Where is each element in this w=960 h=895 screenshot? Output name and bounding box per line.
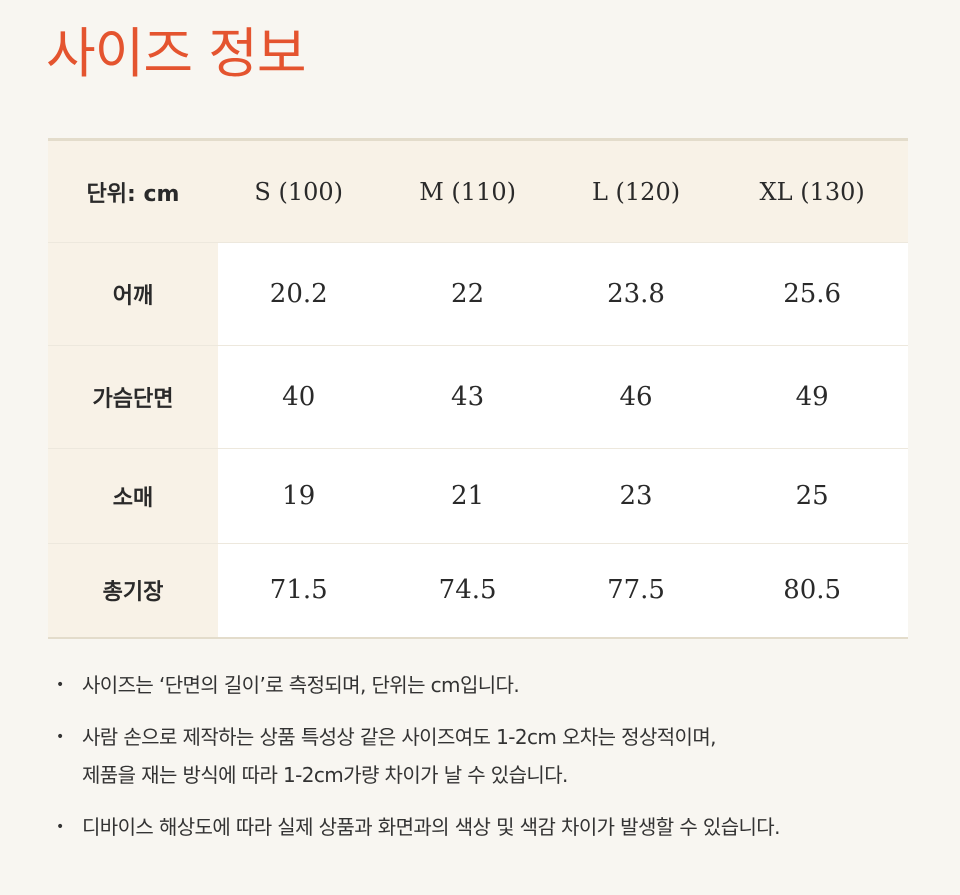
table-cell: 80.5	[716, 543, 908, 638]
table-row: 가슴단면 40 43 46 49	[48, 345, 908, 449]
note-text: 제품을 재는 방식에 따라 1-2cm가량 차이가 날 수 있습니다.	[82, 763, 568, 787]
note-text: 사이즈는 ‘단면의 길이’로 측정되며, 단위는 cm입니다.	[82, 673, 520, 697]
table-cell: 23	[555, 448, 717, 544]
table-cell: 71.5	[218, 543, 380, 638]
note-text: 사람 손으로 제작하는 상품 특성상 같은 사이즈여도 1-2cm 오차는 정상…	[82, 725, 717, 749]
table-cell: 46	[555, 345, 717, 449]
row-label-sleeve: 소매	[48, 448, 218, 544]
size-header-s: S (100)	[254, 177, 344, 206]
table-cell: 21	[379, 448, 556, 544]
unit-header: 단위: cm	[86, 181, 180, 207]
table-cell: 43	[379, 345, 556, 449]
table-cell: 49	[716, 345, 908, 449]
table-cell: 22	[379, 242, 556, 346]
table-header-row: 단위: cm S (100) M (110) L (120) XL (130)	[48, 139, 908, 243]
bullet-icon: •	[56, 819, 64, 835]
table-row: 어깨 20.2 22 23.8 25.6	[48, 242, 908, 346]
table-cell: 19	[218, 448, 380, 544]
size-table: 단위: cm S (100) M (110) L (120) XL (130) …	[48, 138, 908, 639]
notes-list: • 사이즈는 ‘단면의 길이’로 측정되며, 단위는 cm입니다. • 사람 손…	[52, 666, 932, 860]
table-cell: 25	[716, 448, 908, 544]
table-cell: 20.2	[218, 242, 380, 346]
row-label-shoulder: 어깨	[48, 242, 218, 346]
table-cell: 74.5	[379, 543, 556, 638]
row-label-chest: 가슴단면	[48, 345, 218, 449]
table-cell: 23.8	[555, 242, 717, 346]
table-row: 소매 19 21 23 25	[48, 448, 908, 544]
note-text: 디바이스 해상도에 따라 실제 상품과 화면과의 색상 및 색감 차이가 발생할…	[82, 815, 780, 839]
list-item: • 사람 손으로 제작하는 상품 특성상 같은 사이즈여도 1-2cm 오차는 …	[52, 718, 932, 794]
table-row: 총기장 71.5 74.5 77.5 80.5	[48, 543, 908, 638]
table-cell: 25.6	[716, 242, 908, 346]
list-item: • 사이즈는 ‘단면의 길이’로 측정되며, 단위는 cm입니다.	[52, 666, 932, 704]
row-label-total-length: 총기장	[48, 543, 218, 638]
list-item: • 디바이스 해상도에 따라 실제 상품과 화면과의 색상 및 색감 차이가 발…	[52, 808, 932, 846]
table-cell: 77.5	[555, 543, 717, 638]
size-header-l: L (120)	[591, 177, 681, 206]
size-header-m: M (110)	[419, 177, 516, 206]
table-cell: 40	[218, 345, 380, 449]
bullet-icon: •	[56, 677, 64, 693]
bullet-icon: •	[56, 729, 64, 745]
size-header-xl: XL (130)	[759, 177, 865, 206]
page-title: 사이즈 정보	[46, 22, 307, 85]
